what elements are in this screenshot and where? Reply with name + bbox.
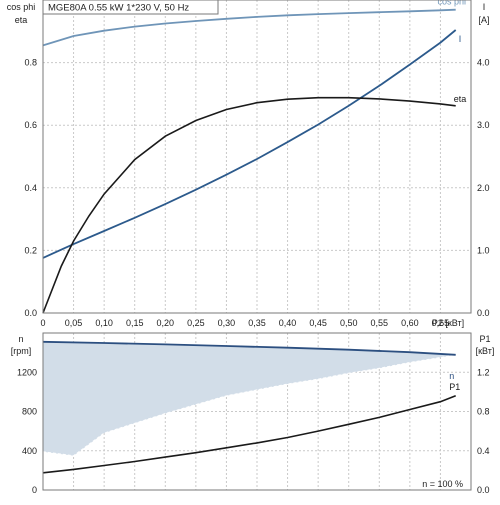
p1-line: [42, 395, 456, 474]
upper-right-tick-label: 2.0: [477, 183, 490, 193]
x-tick-label: 0,60: [401, 318, 419, 328]
lower-left-tick-label: 800: [22, 407, 37, 417]
upper-right-tick-label: 4.0: [477, 58, 490, 68]
upper-left-axis-title-1: cos phi: [7, 2, 36, 12]
upper-right-tick-label: 0.0: [477, 308, 490, 318]
eta-series-label: eta: [454, 94, 467, 104]
x-axis-unit-label: P2 [кВт]: [432, 318, 464, 328]
x-tick-label: 0,35: [248, 318, 266, 328]
lower-right-tick-label: 0.8: [477, 407, 490, 417]
lower-left-axis-title-2: [rpm]: [11, 346, 32, 356]
lower-right-axis-title-2: [кВт]: [476, 346, 495, 356]
lower-right-axis-title-1: P1: [479, 334, 490, 344]
upper-left-tick-label: 0.2: [24, 245, 37, 255]
upper-grid: [43, 0, 471, 313]
lower-right-tick-label: 0.0: [477, 485, 490, 495]
upper-left-tick-label: 0.8: [24, 58, 37, 68]
upper-right-tick-label: 1.0: [477, 245, 490, 255]
x-tick-label: 0,45: [309, 318, 327, 328]
lower-series: nP1: [42, 340, 460, 474]
header-box: [42, 0, 219, 15]
x-tick-label: 0,05: [65, 318, 83, 328]
lower-right-tick-label: 0.4: [477, 446, 490, 456]
upper-right-axis-title-1: I: [483, 2, 486, 12]
upper-plot-frame: [42, 0, 472, 314]
x-tick-label: 0,50: [340, 318, 358, 328]
speed-percentage-note: n = 100 %: [422, 479, 463, 489]
upper-left-axis-title-2: eta: [15, 15, 28, 25]
cos-phi-series-label: cos phi: [437, 0, 466, 7]
lower-tick-labels: 0 400 800 1200 0.0 0.4 0.8 1.2: [17, 367, 490, 495]
lower-plot-frame: [42, 332, 472, 491]
x-tick-label: 0,55: [371, 318, 389, 328]
p1-series-label: P1: [449, 382, 460, 392]
x-tick-label: 0,65: [432, 318, 450, 328]
speed-series-label: n: [449, 371, 454, 381]
x-tick-label: 0,20: [157, 318, 175, 328]
x-tick-label: 0,10: [95, 318, 113, 328]
upper-left-tick-label: 0.0: [24, 308, 37, 318]
current-line: [42, 29, 457, 259]
x-tick-label: 0,15: [126, 318, 144, 328]
x-tick-label: 0,25: [187, 318, 205, 328]
upper-right-axis-title-2: [A]: [478, 15, 489, 25]
x-tick-label: 0,30: [218, 318, 236, 328]
upper-left-tick-label: 0.6: [24, 120, 37, 130]
current-series-label: I: [459, 34, 462, 44]
lower-left-tick-label: 1200: [17, 367, 37, 377]
eta-line: [42, 96, 456, 314]
x-tick-label: 0,40: [279, 318, 297, 328]
lower-left-axis-title-1: n: [18, 334, 23, 344]
lower-left-tick-label: 0: [32, 485, 37, 495]
upper-left-tick-label: 0.4: [24, 183, 37, 193]
cos-phi-line: [42, 8, 456, 47]
lower-right-tick-label: 1.2: [477, 367, 490, 377]
header-title: MGE80A 0.55 kW 1*230 V, 50 Hz: [48, 3, 189, 14]
upper-tick-labels: 0 0,05 0,10 0,15 0,20 0,25 0,30 0,35 0,40 0,45 0,5…: [24, 58, 489, 328]
x-tick-label: 0: [40, 318, 45, 328]
upper-right-tick-label: 3.0: [477, 120, 490, 130]
speed-range-area: [43, 341, 456, 456]
max-speed-line: [42, 340, 456, 356]
lower-left-tick-label: 400: [22, 446, 37, 456]
min-speed-line: [42, 354, 456, 457]
